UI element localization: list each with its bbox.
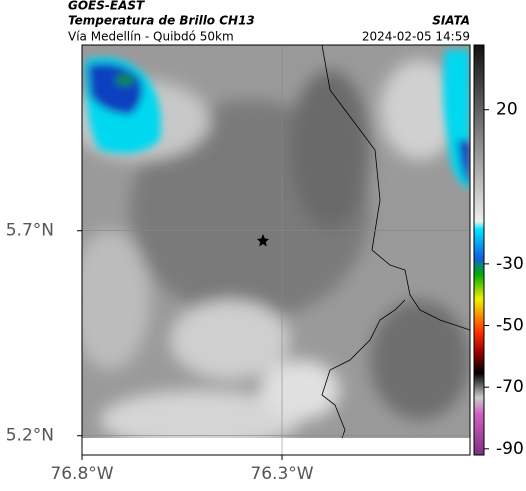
colorbar-tick-label: 20 <box>496 100 518 120</box>
satellite-image <box>82 45 470 438</box>
satellite: GOES-EAST <box>68 0 145 13</box>
region: Vía Medellín - Quibdó 50km <box>68 30 234 44</box>
y-tick-label: 5.2°N <box>6 426 54 446</box>
source: SIATA <box>432 14 470 28</box>
colorbar-tick-label: -70 <box>496 377 524 397</box>
x-tick-label: 76.8°W <box>50 464 113 484</box>
datetime: 2024-02-05 14:59 <box>362 30 470 44</box>
y-tick-label: 5.7°N <box>6 221 54 241</box>
colorbar-tick-label: -50 <box>496 316 524 336</box>
colorbar-tick-label: -30 <box>496 254 524 274</box>
location-star <box>257 234 269 247</box>
x-tick-label: 76.3°W <box>250 464 313 484</box>
colorbar-tick-label: -90 <box>496 439 524 459</box>
colorbar-ticks: 20 -30 -50 -70 -90 <box>484 100 524 459</box>
borders <box>321 45 470 438</box>
product: Temperatura de Brillo CH13 <box>68 14 255 28</box>
map-frame <box>81 44 471 456</box>
colorbar <box>473 44 485 456</box>
